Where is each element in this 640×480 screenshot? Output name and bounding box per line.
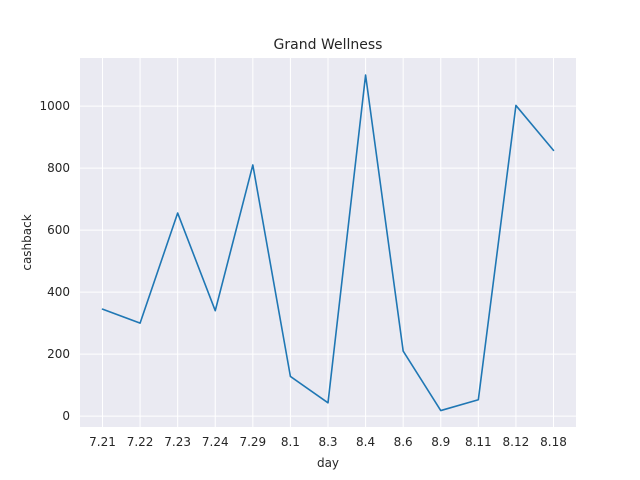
x-tick-label: 8.9 <box>431 435 450 449</box>
series-line <box>101 74 555 412</box>
chart-title: Grand Wellness <box>274 37 383 53</box>
x-gridlines <box>102 58 554 427</box>
x-axis-label: day <box>317 456 339 470</box>
series-group <box>101 74 555 412</box>
x-tick-label: 7.22 <box>127 435 154 449</box>
x-tick-label: 8.4 <box>356 435 375 449</box>
x-tick-label: 8.12 <box>503 435 530 449</box>
x-tick-label: 8.6 <box>394 435 413 449</box>
x-tick-label: 7.24 <box>202 435 229 449</box>
x-tick-label: 7.23 <box>164 435 191 449</box>
y-tick-label: 0 <box>62 409 70 423</box>
x-tick-label: 8.11 <box>465 435 492 449</box>
y-tick-label: 1000 <box>39 99 70 113</box>
y-axis-label: cashback <box>20 214 34 270</box>
y-tick-label: 400 <box>47 285 70 299</box>
x-tick-label: 8.18 <box>540 435 567 449</box>
y-tick-label: 600 <box>47 223 70 237</box>
x-tick-label: 8.3 <box>318 435 337 449</box>
y-tick-label: 800 <box>47 161 70 175</box>
y-tick-labels: 0 200 400 600 800 1000 <box>39 99 70 423</box>
x-tick-labels: 7.21 7.22 7.23 7.24 7.29 8.1 8.3 8.4 8.6 8.9 8.11 8… <box>89 435 567 449</box>
x-tick-label: 7.21 <box>89 435 116 449</box>
x-tick-label: 8.1 <box>281 435 300 449</box>
x-tick-label: 7.29 <box>239 435 266 449</box>
y-tick-label: 200 <box>47 347 70 361</box>
